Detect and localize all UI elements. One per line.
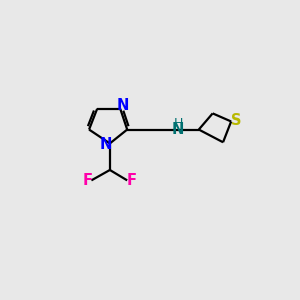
Text: F: F — [126, 173, 136, 188]
Text: F: F — [82, 173, 92, 188]
Text: H: H — [173, 117, 183, 130]
Text: N: N — [116, 98, 129, 113]
Text: N: N — [100, 137, 112, 152]
Text: S: S — [231, 113, 242, 128]
Text: N: N — [172, 122, 184, 136]
